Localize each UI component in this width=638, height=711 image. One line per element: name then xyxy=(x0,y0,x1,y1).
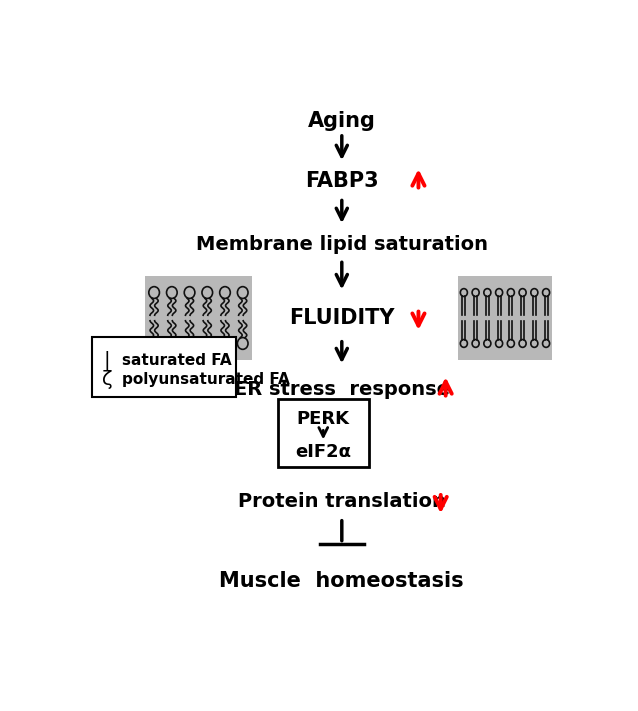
Bar xyxy=(92,337,235,397)
Text: Membrane lipid saturation: Membrane lipid saturation xyxy=(196,235,488,254)
Text: FABP3: FABP3 xyxy=(305,171,378,191)
Text: |: | xyxy=(103,351,110,370)
Text: Aging: Aging xyxy=(308,111,376,131)
Text: ER stress  response: ER stress response xyxy=(234,380,450,399)
Text: ζ: ζ xyxy=(101,370,112,389)
Bar xyxy=(145,276,251,360)
Text: Protein translation: Protein translation xyxy=(238,492,446,511)
Text: polyunsaturated FA: polyunsaturated FA xyxy=(122,372,290,387)
Text: saturated FA: saturated FA xyxy=(122,353,232,368)
Bar xyxy=(278,399,369,467)
Text: PERK: PERK xyxy=(297,410,350,428)
Text: eIF2α: eIF2α xyxy=(295,443,352,461)
Text: FLUIDITY: FLUIDITY xyxy=(289,308,394,328)
Bar xyxy=(458,276,552,360)
Text: Muscle  homeostasis: Muscle homeostasis xyxy=(219,571,464,591)
